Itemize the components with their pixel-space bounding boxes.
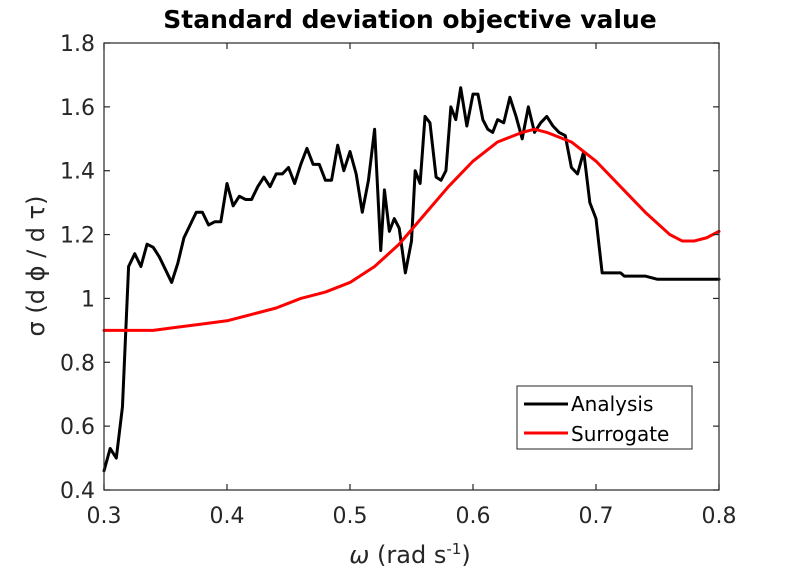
y-tick-label: 0.8: [60, 351, 95, 376]
legend: Analysis Surrogate: [516, 385, 693, 450]
plot-frame: [103, 42, 720, 491]
x-tick-label: 0.3: [87, 504, 122, 529]
y-tick-label: 1.4: [60, 160, 95, 185]
y-tick-label: 1.2: [60, 224, 95, 249]
series-line-surrogate: [102, 127, 721, 332]
x-axis-label-text: (rad s: [369, 541, 446, 569]
legend-label-surrogate: Surrogate: [571, 422, 669, 446]
x-tick-label: 0.8: [702, 504, 737, 529]
x-tick-label: 0.4: [210, 504, 245, 529]
x-tick-label: 0.7: [579, 504, 614, 529]
x-tick-label: 0.5: [333, 504, 368, 529]
legend-box: [516, 385, 693, 450]
y-axis-ticks: 0.4 0.6 0.8 1 1.2 1.4 1.6 1.8: [60, 32, 719, 504]
x-axis-label-sup: -1: [446, 540, 461, 558]
y-axis-label: σ (d ϕ / d τ): [22, 196, 50, 337]
x-axis-label-symbol: ω: [349, 541, 369, 569]
y-tick-label: 0.6: [60, 415, 95, 440]
legend-label-analysis: Analysis: [571, 392, 653, 416]
x-axis-ticks: 0.3 0.4 0.5 0.6 0.7 0.8: [87, 43, 737, 529]
y-tick-label: 1.6: [60, 96, 95, 121]
x-axis-label: ω (rad s-1): [349, 540, 470, 569]
y-tick-label: 1.8: [60, 32, 95, 57]
x-axis-label-close: ): [461, 541, 470, 569]
y-tick-label: 0.4: [60, 479, 95, 504]
x-tick-label: 0.6: [456, 504, 491, 529]
series-layer: [102, 86, 721, 473]
series-line-analysis: [102, 86, 721, 473]
chart-title: Standard deviation objective value: [163, 5, 656, 34]
y-tick-label: 1: [81, 287, 95, 312]
